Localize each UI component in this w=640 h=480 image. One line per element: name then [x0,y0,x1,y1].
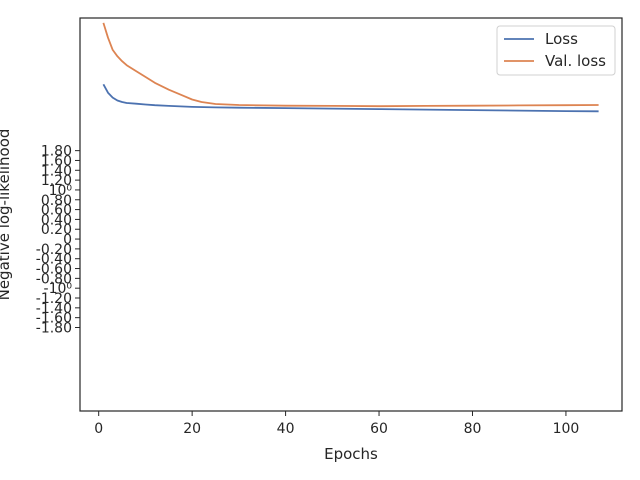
y-tick-label: 0 [63,232,72,248]
x-tick-label: 20 [183,421,201,437]
y-tick-label: -1.40 [36,301,72,317]
y-tick-label: -0.80 [36,271,72,287]
x-tick-label: 40 [277,421,295,437]
y-tick-label: -0.40 [36,252,72,268]
y-tick-label: 0.20 [41,222,72,238]
y-tick-label: 1.80 [41,144,72,160]
x-axis-title: Epochs [324,445,378,463]
y-tick-label: -0.20 [36,242,72,258]
y-tick-label: -1.80 [36,320,72,336]
y-tick-label: 10⁰ [49,183,73,199]
series-line-loss [102,83,599,113]
y-tick-label: 1.40 [41,163,72,179]
x-tick-label: 0 [94,421,103,437]
y-tick-label: -1.20 [36,291,72,307]
legend-label: Val. loss [545,52,606,70]
plot-frame [79,17,623,412]
y-axis-ticks: 1.801.601.401.2010⁰0.800.600.400.200-0.2… [36,144,80,336]
x-axis-ticks: 0 20 40 60 80 100 [94,411,579,437]
x-tick-label: 80 [464,421,482,437]
y-tick-label: 0.60 [41,203,72,219]
y-axis-title: Negative log-likelihood [0,129,13,301]
y-tick-label: 0.80 [41,193,72,209]
x-tick-label: 100 [553,421,580,437]
y-tick-label: 1.20 [41,173,72,189]
legend: Loss Val. loss [496,25,616,76]
series-line-val-loss [102,22,599,108]
y-tick-label: -0.60 [36,262,72,278]
y-tick-label: 0.40 [41,212,72,228]
series-lines [102,22,599,113]
y-tick-label: -1.60 [36,311,72,327]
legend-label: Loss [545,30,578,48]
y-tick-label: 1.60 [41,153,72,169]
x-tick-label: 60 [370,421,388,437]
y-tick-label: -10⁰ [44,281,73,297]
